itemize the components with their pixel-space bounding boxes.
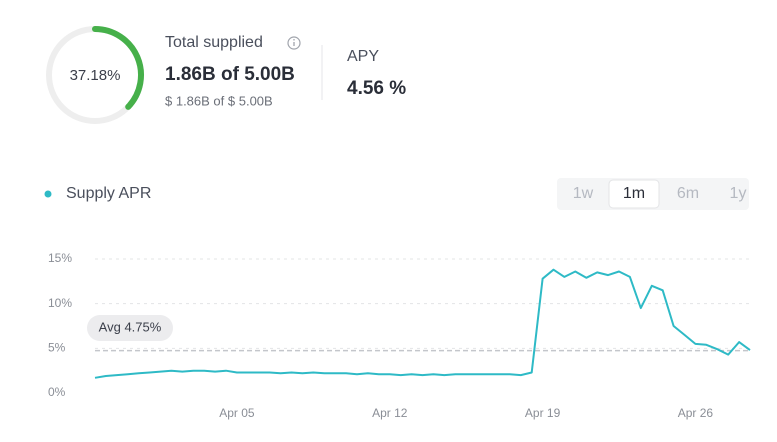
apy-label: APY (347, 48, 379, 65)
donut-arc (92, 26, 144, 110)
tab[interactable]: 1w (573, 185, 594, 202)
tab-selected-bg (608, 179, 660, 209)
tab[interactable]: 1y (730, 185, 747, 202)
total-value: 1.86B of 5.00B (165, 64, 295, 85)
x-tick-label: Apr 05 (219, 406, 255, 420)
info-icon-dot (293, 39, 295, 41)
tab[interactable]: 6m (677, 185, 699, 202)
tab[interactable]: 1m (623, 185, 645, 202)
apy-value: 4.56 % (347, 78, 406, 99)
average-label: Avg 4.75% (99, 319, 162, 334)
info-icon[interactable] (287, 36, 301, 50)
supply-apr-line (94, 268, 751, 379)
y-tick-label: 0% (48, 385, 66, 399)
total-usd: $ 1.86B of $ 5.00B (165, 93, 273, 108)
average-pill (87, 315, 173, 341)
x-tick-label: Apr 19 (525, 406, 561, 420)
donut-label: 37.18% (70, 67, 121, 84)
x-tick-label: Apr 12 (372, 406, 408, 420)
total-label: Total supplied (165, 34, 263, 51)
legend-label: Supply APR (66, 185, 151, 202)
y-tick-label: 10% (48, 296, 72, 310)
y-tick-label: 15% (48, 251, 72, 265)
y-tick-label: 5% (48, 341, 66, 355)
x-tick-label: Apr 26 (678, 406, 714, 420)
legend-dot (44, 190, 52, 198)
